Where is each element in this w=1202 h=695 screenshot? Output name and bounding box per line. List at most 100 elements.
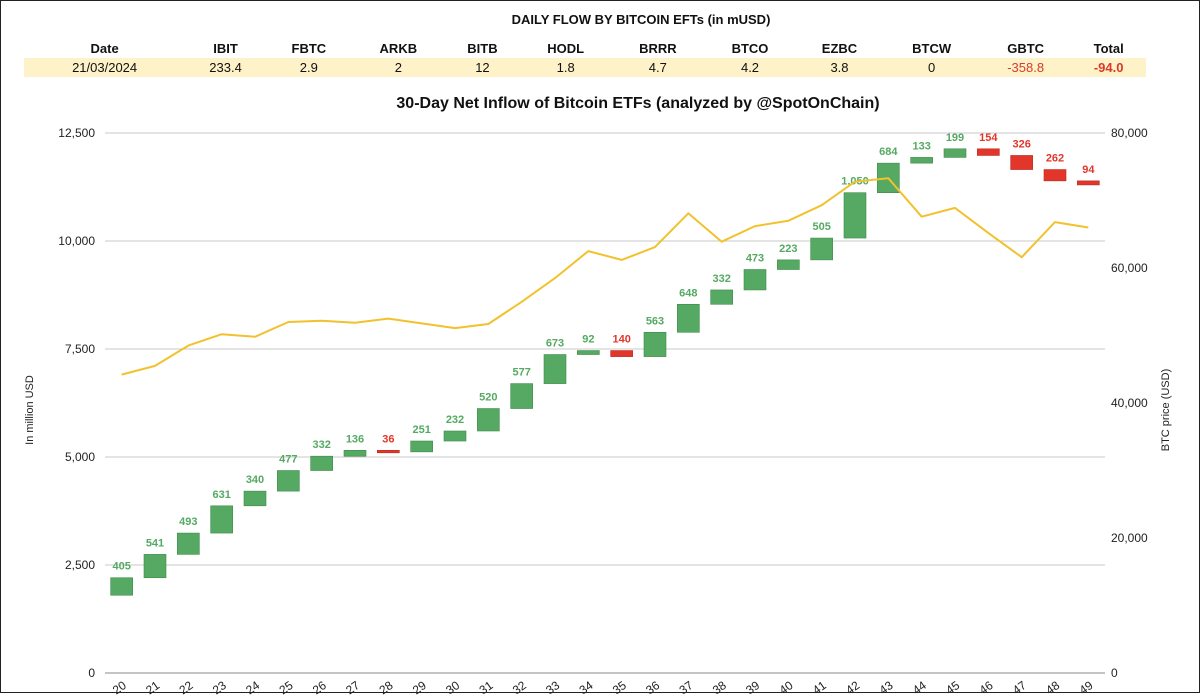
waterfall-bar — [743, 269, 767, 291]
bar-data-label: 684 — [879, 146, 898, 158]
bar-data-label: 199 — [946, 132, 964, 144]
x-tick-label: 40 — [777, 678, 796, 695]
y-axis-label-right: BTC price (USD) — [1160, 368, 1172, 452]
x-tick-label: 42 — [843, 678, 862, 695]
waterfall-bar — [310, 455, 333, 471]
cell-arkb: 2 — [351, 58, 445, 77]
bar-data-label: 136 — [346, 433, 364, 445]
bar-data-label: 520 — [479, 392, 497, 404]
waterfall-bar — [177, 532, 200, 555]
bar-data-label: 477 — [279, 454, 297, 466]
waterfall-bar — [143, 554, 167, 579]
waterfall-bar — [677, 303, 700, 333]
x-tick-label: 38 — [710, 678, 729, 695]
x-tick-label: 49 — [1077, 678, 1096, 695]
waterfall-bar — [777, 259, 800, 270]
waterfall-bar — [810, 237, 833, 261]
y2-tick-label: 20,000 — [1111, 531, 1148, 545]
waterfall-bar — [410, 440, 433, 453]
y-tick-label: 12,500 — [58, 126, 95, 140]
x-tick-label: 22 — [177, 678, 196, 695]
waterfall-bar — [277, 470, 300, 492]
waterfall-bar — [443, 430, 467, 442]
x-tick-label: 33 — [543, 678, 562, 695]
waterfall-bar — [610, 350, 633, 357]
y-tick-label: 7,500 — [65, 342, 95, 356]
y-tick-label: 5,000 — [65, 450, 95, 464]
bar-data-label: 262 — [1046, 153, 1064, 165]
cell-btcw: 0 — [883, 58, 980, 77]
bar-data-label: 340 — [246, 474, 264, 486]
x-tick-label: 46 — [977, 678, 996, 695]
waterfall-bar — [543, 354, 567, 384]
table-title: DAILY FLOW BY BITCOIN EFTs (in mUSD) — [511, 12, 771, 27]
waterfall-bar — [510, 383, 533, 409]
bar-data-label: 92 — [582, 334, 594, 346]
waterfall-bar — [377, 450, 400, 454]
header-btcw: BTCW — [912, 40, 952, 56]
x-tick-label: 43 — [877, 678, 896, 695]
x-tick-label: 24 — [243, 678, 262, 695]
x-tick-label: 23 — [210, 678, 229, 695]
bar-data-label: 493 — [179, 516, 197, 528]
bar-data-label: 36 — [382, 433, 394, 445]
waterfall-bar — [843, 192, 867, 239]
x-tick-label: 47 — [1010, 678, 1029, 695]
y-tick-label: 10,000 — [58, 234, 95, 248]
x-tick-label: 48 — [1043, 678, 1062, 695]
waterfall-bar — [943, 148, 967, 158]
cell-gbtc: -358.8 — [979, 58, 1072, 77]
bar-data-label: 332 — [712, 273, 730, 285]
waterfall-bar — [710, 289, 733, 305]
waterfall-bar — [243, 490, 267, 507]
header-date: Date — [90, 40, 119, 56]
cell-total: -94.0 — [1071, 58, 1146, 77]
bar-data-label: 223 — [779, 243, 797, 255]
y-tick-label: 2,500 — [65, 558, 95, 572]
x-tick-label: 35 — [610, 678, 629, 695]
bar-data-label: 648 — [679, 287, 697, 299]
header-arkb: ARKB — [379, 40, 418, 56]
header-ibit: IBIT — [213, 40, 238, 56]
header-ezbc: EZBC — [821, 40, 858, 56]
cell-ezbc: 3.8 — [795, 58, 884, 77]
waterfall-bar — [110, 577, 133, 596]
bar-data-label: 405 — [112, 561, 130, 573]
x-tick-label: 36 — [643, 678, 662, 695]
header-bitb: BITB — [467, 40, 498, 56]
y2-tick-label: 40,000 — [1111, 396, 1148, 410]
x-tick-label: 41 — [810, 678, 829, 695]
cell-hodl: 1.8 — [520, 58, 612, 77]
cell-ibit: 233.4 — [185, 58, 266, 77]
cell-bitb: 12 — [444, 58, 521, 77]
y-axis-label-left: In million USD — [24, 375, 36, 445]
bar-data-label: 332 — [312, 439, 330, 451]
waterfall-bar — [477, 408, 500, 432]
x-tick-label: 45 — [943, 678, 962, 695]
y2-tick-label: 60,000 — [1111, 261, 1148, 275]
waterfall-bar — [643, 331, 667, 357]
table-header-row: Date IBIT FBTC ARKB BITB HODL BRRR BTCO … — [24, 38, 1146, 58]
bar-data-label: 631 — [212, 489, 230, 501]
cell-fbtc: 2.9 — [265, 58, 352, 77]
bar-data-label: 232 — [446, 414, 464, 426]
daily-flow-table: Date IBIT FBTC ARKB BITB HODL BRRR BTCO … — [24, 38, 1146, 77]
x-tick-label: 30 — [443, 678, 462, 695]
bar-data-label: 577 — [512, 367, 530, 379]
header-btco: BTCO — [731, 40, 769, 56]
waterfall-bar — [977, 148, 1000, 156]
x-tick-label: 44 — [910, 678, 929, 695]
bar-data-label: 94 — [1082, 164, 1095, 176]
cell-date: 21/03/2024 — [24, 58, 186, 77]
waterfall-bar — [1077, 180, 1100, 186]
header-total: Total — [1093, 40, 1124, 56]
x-tick-label: 27 — [343, 678, 362, 695]
bar-data-label: 140 — [612, 334, 630, 346]
waterfall-bar — [1010, 155, 1033, 170]
chart-title: 30-Day Net Inflow of Bitcoin ETFs (analy… — [396, 95, 880, 112]
header-brrr: BRRR — [639, 40, 677, 56]
x-tick-label: 26 — [310, 678, 329, 695]
x-tick-label: 32 — [510, 678, 529, 695]
bar-data-label: 326 — [1012, 138, 1030, 150]
waterfall-bar — [577, 350, 600, 355]
